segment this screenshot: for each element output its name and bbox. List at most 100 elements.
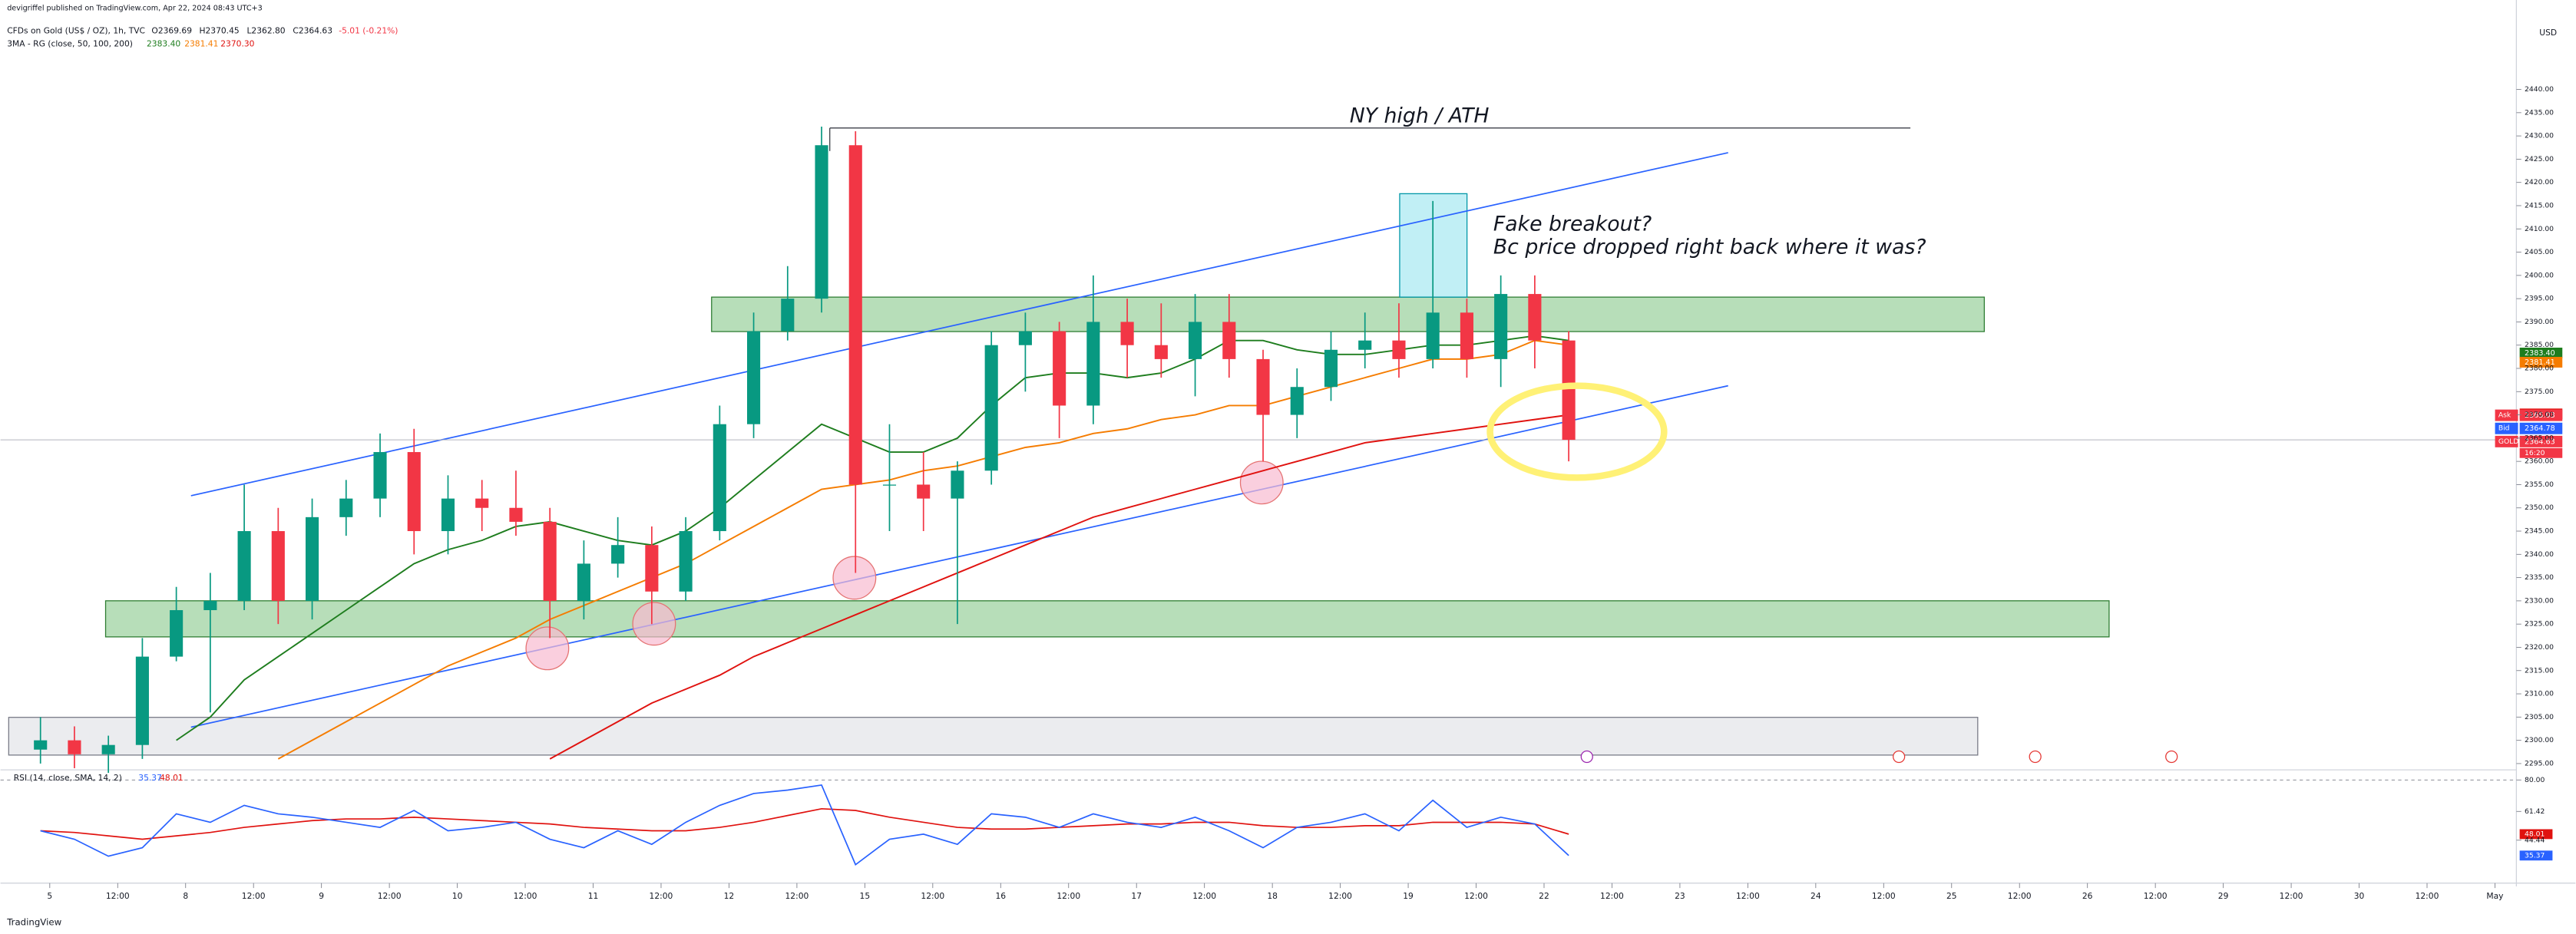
quote-price: 2364.63 [2525, 437, 2555, 446]
y-tick-label: 2310.00 [2525, 690, 2554, 698]
footer: TradingView [6, 917, 61, 928]
candle-body [1392, 340, 1406, 359]
candle-body [543, 521, 557, 601]
x-tick-label: 12:00 [2416, 891, 2439, 901]
event-icons [1580, 750, 2178, 764]
candle-body [475, 498, 489, 508]
zone [104, 600, 2110, 638]
x-tick-label: 12:00 [1872, 891, 1896, 901]
highlight-circle [832, 556, 877, 600]
candle-body [271, 531, 285, 601]
ma-value: 2381.41 [184, 39, 218, 49]
ohlc-high: H2370.45 [199, 26, 239, 36]
event-icon [1893, 750, 1906, 764]
quote-price: 2365.03 [2525, 411, 2555, 420]
highlight-circle [632, 602, 676, 646]
y-tick-label: 2350.00 [2525, 503, 2554, 512]
x-tick-label: 12:00 [1192, 891, 1216, 901]
y-tick-label: 2345.00 [2525, 527, 2554, 536]
ma-value: 2383.40 [147, 39, 180, 49]
quote-price: 2364.78 [2525, 424, 2555, 433]
currency: USD [2539, 28, 2557, 38]
candle-body [1018, 331, 1032, 345]
candle-body [1494, 294, 1508, 359]
candle-body [170, 610, 184, 657]
price-label: 2381.41 [2525, 358, 2555, 367]
candle-body [951, 470, 964, 499]
x-tick-label: 9 [319, 891, 324, 901]
rsi-label-bg [2519, 850, 2553, 861]
x-tick-label: May [2486, 891, 2503, 901]
annotation: Bc price dropped right back where it was… [1493, 235, 1926, 259]
y-tick-label: 2435.00 [2525, 108, 2554, 117]
candle-body [713, 424, 726, 532]
y-tick-label: 2430.00 [2525, 132, 2554, 140]
rsi-line [40, 784, 1569, 866]
x-tick-label: 24 [1810, 891, 1821, 901]
y-tick-label: 2400.00 [2525, 271, 2554, 279]
quote-price-bg [2519, 422, 2563, 434]
x-tick-label: 12:00 [1328, 891, 1352, 901]
candle-body [1086, 322, 1100, 406]
candle-body [135, 656, 149, 745]
y-tick-label: 2425.00 [2525, 155, 2554, 163]
candle-body [1426, 312, 1440, 359]
x-tick-label: 12:00 [1736, 891, 1760, 901]
x-tick-label: 15 [860, 891, 871, 901]
y-tick-label: 2305.00 [2525, 713, 2554, 721]
candle-body [645, 545, 659, 592]
x-tick-label: 12:00 [2008, 891, 2032, 901]
x-tick-label: 23 [1675, 891, 1685, 901]
x-tick-label: 12:00 [1464, 891, 1488, 901]
quote-tag: Ask [2498, 411, 2512, 420]
rsi-tick-label: 44.44 [2525, 836, 2545, 844]
y-tick-label: 2325.00 [2525, 620, 2554, 629]
candle-body [203, 600, 217, 611]
candle-body [1562, 340, 1576, 441]
y-tick-label: 2330.00 [2525, 596, 2554, 605]
drawings: NY high / ATH Fake breakout? Bc price dr… [8, 104, 2110, 756]
candle-body [68, 740, 81, 754]
candle-body [509, 507, 523, 522]
rsi-tick-label: 61.42 [2525, 807, 2545, 816]
moving-average [549, 414, 1569, 760]
candle-body [34, 740, 48, 750]
y-tick-label: 2380.00 [2525, 365, 2554, 373]
x-tick-label: 11 [588, 891, 599, 901]
y-tick-label: 2300.00 [2525, 736, 2554, 744]
candle-body [237, 531, 251, 601]
trendline [190, 152, 1728, 497]
candle-body [339, 498, 353, 517]
ohlc-close: C2364.63 [293, 26, 332, 36]
y-tick-label: 2415.00 [2525, 201, 2554, 210]
ma-value: 2370.30 [220, 39, 254, 49]
candle-body [747, 331, 761, 424]
x-tick-label: 12 [724, 891, 735, 901]
event-icon [1580, 750, 1593, 764]
candle-body [848, 145, 862, 485]
candle-body [1053, 331, 1066, 406]
annotation: NY high / ATH [1350, 104, 1490, 127]
price-label-bg [2519, 347, 2563, 358]
candle-body [1189, 322, 1202, 359]
rsi-label: 48.01 [2525, 830, 2545, 838]
x-tick-label: 18 [1267, 891, 1278, 901]
x-tick-label: 12:00 [242, 891, 266, 901]
candle-body [679, 531, 693, 592]
y-tick-label: 2320.00 [2525, 643, 2554, 652]
candle-body [781, 299, 795, 332]
x-tick-label: 25 [1946, 891, 1957, 901]
symbol: CFDs on Gold (US$ / OZ), 1h, TVC [7, 26, 145, 36]
y-tick-label: 2295.00 [2525, 759, 2554, 767]
rsi-tick-label: 80.00 [2525, 776, 2545, 784]
y-tick-label: 2395.00 [2525, 295, 2554, 303]
x-tick-label: 12:00 [2280, 891, 2303, 901]
event-icon [2165, 750, 2178, 764]
zone [8, 717, 1979, 756]
candle-body [1222, 322, 1236, 359]
candle-body [1528, 294, 1542, 341]
x-tick-label: 12:00 [514, 891, 537, 901]
quote-price-bg [2519, 435, 2563, 447]
